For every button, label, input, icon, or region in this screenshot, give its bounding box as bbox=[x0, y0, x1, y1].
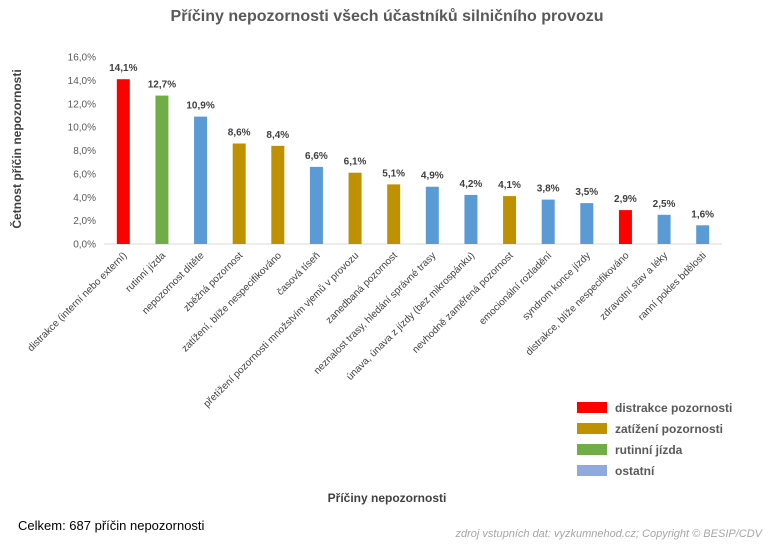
y-tick-label: 16,0% bbox=[68, 53, 96, 64]
legend-item: zatížení pozornosti bbox=[577, 418, 732, 439]
data-label: 14,1% bbox=[109, 63, 137, 74]
data-label: 4,2% bbox=[460, 179, 483, 190]
legend-swatch bbox=[577, 444, 607, 455]
data-label: 5,1% bbox=[382, 168, 405, 179]
data-label: 4,9% bbox=[421, 171, 444, 182]
y-tick-label: 4,0% bbox=[73, 193, 96, 204]
data-label: 4,1% bbox=[498, 180, 521, 191]
y-tick-label: 2,0% bbox=[73, 216, 96, 227]
y-tick-label: 6,0% bbox=[73, 169, 96, 180]
y-tick-label: 8,0% bbox=[73, 146, 96, 157]
bar bbox=[387, 184, 401, 244]
legend-swatch bbox=[577, 465, 607, 476]
category-label: syndrom konce jízdy bbox=[521, 250, 593, 322]
bar bbox=[271, 145, 285, 244]
source-credit: zdroj vstupních dat: vyzkumnehod.cz; Cop… bbox=[455, 528, 762, 540]
bar bbox=[309, 166, 323, 244]
total-count: Celkem: 687 příčin nepozornosti bbox=[18, 518, 205, 533]
data-label: 2,9% bbox=[614, 194, 637, 205]
legend-label: rutinní jízda bbox=[615, 442, 683, 457]
bar bbox=[657, 214, 671, 244]
data-label: 3,5% bbox=[575, 187, 598, 198]
legend-swatch bbox=[577, 423, 607, 434]
chart-legend: distrakce pozornosti zatížení pozornosti r… bbox=[577, 397, 732, 481]
bar bbox=[116, 79, 130, 244]
data-label: 10,9% bbox=[186, 101, 214, 112]
y-tick-label: 12,0% bbox=[68, 99, 96, 110]
y-tick-label: 0,0% bbox=[73, 240, 96, 251]
legend-label: ostatní bbox=[615, 463, 655, 478]
bar bbox=[232, 143, 246, 244]
legend-label: zatížení pozornosti bbox=[615, 421, 723, 436]
data-label: 12,7% bbox=[148, 80, 176, 91]
category-label: ranní pokles bdělosti bbox=[636, 250, 709, 323]
bar bbox=[155, 95, 169, 244]
bar bbox=[464, 194, 478, 244]
y-tick-label: 14,0% bbox=[68, 76, 96, 87]
bar bbox=[503, 196, 517, 244]
bar bbox=[618, 210, 632, 244]
category-label: distrakce (interní nebo externí) bbox=[26, 250, 130, 354]
legend-item: ostatní bbox=[577, 460, 732, 481]
legend-item: rutinní jízda bbox=[577, 439, 732, 460]
bar bbox=[425, 186, 439, 244]
category-label: zdravotní stav a léky bbox=[598, 250, 670, 322]
bar bbox=[580, 203, 594, 244]
data-label: 1,6% bbox=[691, 209, 714, 220]
legend-swatch bbox=[577, 402, 607, 413]
legend-item: distrakce pozornosti bbox=[577, 397, 732, 418]
data-label: 6,6% bbox=[305, 151, 328, 162]
y-tick-label: 10,0% bbox=[68, 123, 96, 134]
bar bbox=[541, 199, 555, 244]
category-label: zanedbaná pozornost bbox=[324, 250, 400, 326]
bar bbox=[696, 225, 710, 244]
data-label: 8,6% bbox=[228, 127, 251, 138]
data-label: 3,8% bbox=[537, 184, 560, 195]
data-label: 2,5% bbox=[653, 199, 676, 210]
x-axis-label: Příčiny nepozornosti bbox=[327, 491, 447, 505]
category-label: emocionální rozladění bbox=[477, 250, 554, 327]
bar bbox=[348, 172, 362, 244]
chart-title: Příčiny nepozornosti všech účastníků sil… bbox=[170, 8, 604, 25]
data-label: 8,4% bbox=[266, 130, 289, 141]
data-label: 6,1% bbox=[344, 157, 367, 168]
bar bbox=[194, 116, 208, 244]
legend-label: distrakce pozornosti bbox=[615, 400, 733, 415]
